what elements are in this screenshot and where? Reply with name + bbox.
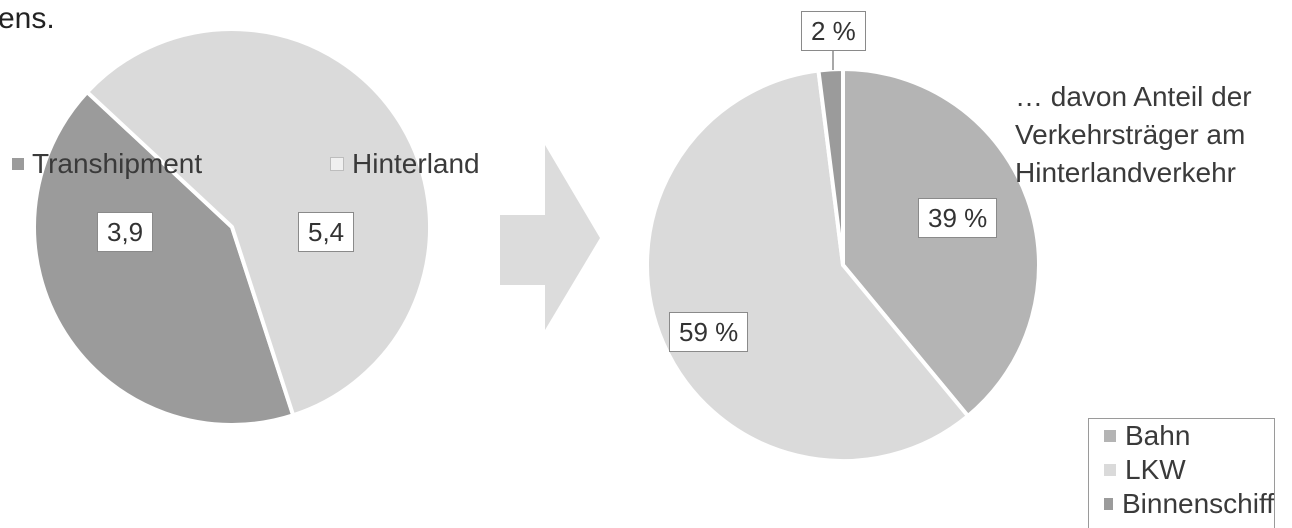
side-note: … davon Anteil der Verkehrsträger am Hin… [1015,81,1252,188]
legend-item-lkw: LKW [1089,453,1274,487]
data-label-binnenschiff: 2 % [801,11,866,51]
data-label-hinterland: 5,4 [298,212,355,252]
legend-item-binnenschiff: Binnenschiff [1089,487,1274,521]
data-label-transhipment: 3,9 [97,212,154,252]
data-label-lkw: 59 % [669,312,749,352]
pie-slice-binnenschiff [816,67,845,267]
pie-left [32,27,432,427]
pie-slice-bahn [841,67,1041,419]
legend-swatch-binnenschiff [1104,498,1113,510]
cut-off-text: ens. [0,2,55,35]
legend-label-bahn: Bahn [1125,420,1191,451]
legend-swatch-bahn [1104,430,1116,442]
legend-swatch-transhipment [12,158,24,170]
pie-slice-hinterland [85,27,432,418]
data-label-bahn: 39 % [918,198,998,238]
legend-item-bahn: Bahn [1089,419,1274,453]
legend-swatch-lkw [1104,464,1116,476]
legend-label-binnenschiff: Binnenschiff [1121,488,1274,519]
legend-swatch-hinterland [330,157,344,171]
legend-label-hinterland: Hinterland [352,148,480,179]
pie-slice-lkw [645,68,970,463]
pie-slice-transhipment [32,90,296,427]
legend-item-transhipment: Transhipment [12,148,202,180]
legend-item-hinterland: Hinterland [330,148,480,180]
pie-right [645,67,1041,463]
legend-label-lkw: LKW [1125,454,1186,485]
legend-right: Bahn LKW Binnenschiff [1088,418,1275,528]
legend-label-transhipment: Transhipment [32,148,203,179]
arrow-shape [500,145,600,330]
